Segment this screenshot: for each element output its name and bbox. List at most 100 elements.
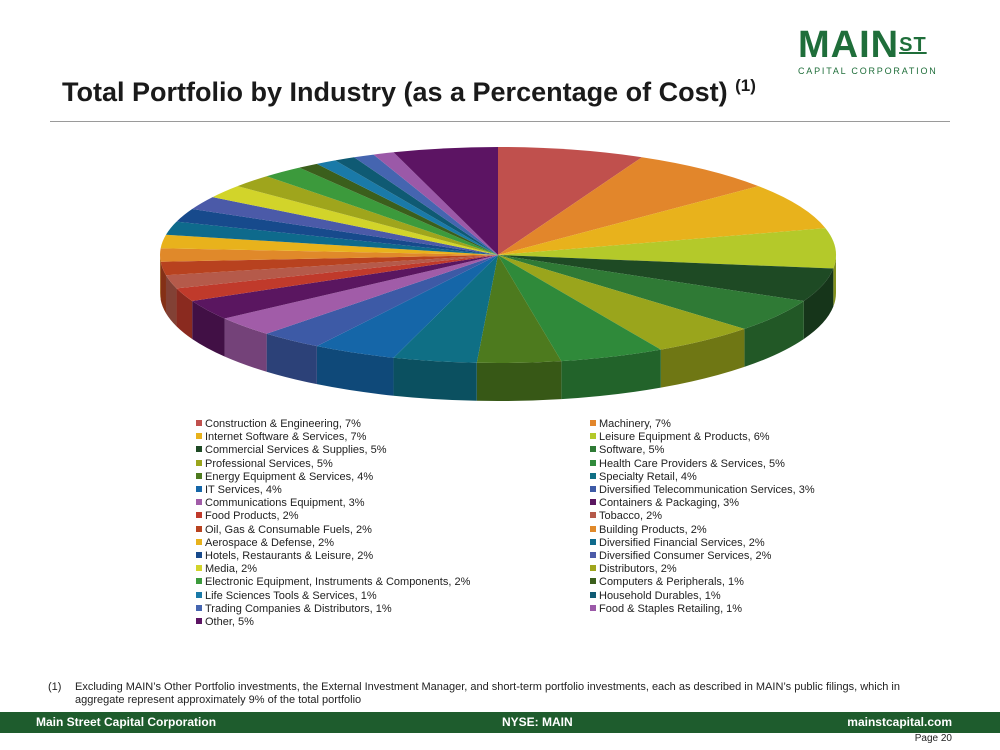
title-footnote-marker: (1) — [735, 76, 756, 95]
legend-label: Computers & Peripherals, 1% — [599, 576, 744, 589]
pie-slice-29 — [373, 152, 498, 255]
legend-item: Life Sciences Tools & Services, 1% — [196, 590, 377, 603]
legend-swatch — [196, 420, 202, 426]
pie-slice-9 — [393, 255, 498, 363]
legend-swatch — [196, 459, 202, 466]
pie-slice-side-17 — [160, 255, 161, 300]
legend-label: Life Sciences Tools & Services, 1% — [205, 589, 377, 602]
pie-slice-30 — [393, 147, 498, 255]
legend-item: Distributors, 2% — [590, 563, 677, 576]
legend-swatch — [590, 486, 596, 492]
pie-slice-side-10 — [316, 346, 394, 396]
legend-swatch — [196, 433, 202, 440]
pie-slice-20 — [176, 209, 498, 255]
legend-swatch — [590, 525, 596, 532]
legend-swatch — [590, 578, 596, 585]
legend-item: Commercial Services & Supplies, 5% — [196, 444, 387, 457]
pie-slice-side-16 — [160, 261, 166, 314]
legend-item: Tobacco, 2% — [590, 510, 662, 523]
legend-swatch — [590, 459, 596, 466]
pie-slice-2 — [498, 186, 826, 255]
legend-swatch — [590, 472, 596, 479]
footnote-number: (1) — [48, 681, 62, 693]
footer-website[interactable]: mainstcapital.com — [847, 715, 952, 729]
legend-label: Trading Companies & Distributors, 1% — [205, 602, 392, 615]
pie-slice-11 — [266, 255, 498, 347]
legend-item: Building Products, 2% — [590, 524, 707, 537]
pie-slice-26 — [316, 160, 498, 255]
pie-slice-21 — [192, 197, 498, 255]
pie-slice-side-13 — [192, 300, 225, 357]
legend-item: Containers & Packaging, 3% — [590, 497, 739, 510]
legend-item: Specialty Retail, 4% — [590, 471, 697, 484]
pie-slice-27 — [335, 157, 498, 255]
legend-swatch — [196, 604, 202, 611]
pie-slice-12 — [224, 255, 498, 334]
legend-label: Household Durables, 1% — [599, 589, 721, 602]
pie-slice-side-11 — [266, 333, 317, 385]
main-street-logo: MAINST CAPITAL CORPORATION — [798, 26, 938, 76]
legend-label: Diversified Consumer Services, 2% — [599, 550, 772, 562]
legend-item: Diversified Consumer Services, 2% — [590, 550, 771, 563]
footnote-text: Excluding MAIN’s Other Portfolio investm… — [75, 681, 900, 706]
legend-label: Distributors, 2% — [599, 563, 677, 576]
legend-label: Electronic Equipment, Instruments & Comp… — [205, 576, 471, 589]
pie-slice-19 — [165, 221, 498, 255]
legend-swatch — [196, 578, 202, 585]
legend-label: Food Products, 2% — [205, 510, 299, 523]
legend-item: Energy Equipment & Services, 4% — [196, 471, 373, 484]
pie-slice-7 — [498, 255, 661, 362]
legend-label: Oil, Gas & Consumable Fuels, 2% — [205, 523, 372, 536]
legend-swatch — [590, 499, 596, 506]
logo-subtitle: CAPITAL CORPORATION — [798, 66, 938, 76]
legend-label: Professional Services, 5% — [205, 457, 333, 470]
footer-bar: Main Street Capital Corporation NYSE: MA… — [0, 712, 1000, 733]
legend-label: Media, 2% — [205, 563, 257, 576]
industry-pie-chart — [160, 147, 836, 401]
pie-slice-17 — [160, 248, 498, 262]
pie-slice-side-5 — [744, 300, 804, 367]
legend-label: Machinery, 7% — [599, 418, 671, 430]
pie-slice-10 — [316, 255, 498, 358]
pie-slice-25 — [299, 163, 498, 255]
legend-label: Diversified Financial Services, 2% — [599, 536, 765, 549]
pie-slice-side-15 — [165, 275, 177, 327]
legend-swatch — [196, 552, 202, 558]
legend-swatch — [196, 512, 202, 519]
legend-label: Energy Equipment & Services, 4% — [205, 470, 374, 483]
legend-item: Media, 2% — [196, 563, 257, 576]
pie-slice-side-4 — [803, 268, 834, 339]
legend-swatch — [590, 552, 596, 558]
legend-swatch — [590, 538, 596, 545]
legend-swatch — [590, 446, 596, 453]
pie-slice-1 — [498, 157, 759, 255]
legend-item: Other, 5% — [196, 616, 254, 629]
legend-item: IT Services, 4% — [196, 484, 282, 497]
legend-item: Health Care Providers & Services, 5% — [590, 458, 785, 471]
title-divider — [50, 121, 950, 122]
legend-label: Internet Software & Services, 7% — [205, 431, 367, 444]
legend-label: Commercial Services & Supplies, 5% — [205, 444, 387, 457]
legend-item: Household Durables, 1% — [590, 590, 721, 603]
footnote: (1) Excluding MAIN’s Other Portfolio inv… — [48, 681, 928, 707]
legend-label: Building Products, 2% — [599, 523, 707, 536]
legend-label: Food & Staples Retailing, 1% — [599, 602, 743, 615]
pie-slice-8 — [476, 255, 562, 363]
legend-label: Aerospace & Defense, 2% — [205, 536, 335, 549]
pie-slice-5 — [498, 255, 804, 329]
legend-item: Machinery, 7% — [590, 418, 671, 431]
pie-slice-side-3 — [833, 255, 836, 307]
legend-item: Leisure Equipment & Products, 6% — [590, 431, 770, 444]
pie-slice-side-7 — [561, 349, 661, 400]
pie-slice-24 — [266, 167, 498, 255]
legend-swatch — [196, 538, 202, 545]
legend-swatch — [590, 420, 596, 426]
legend-label: Construction & Engineering, 7% — [205, 418, 361, 430]
legend-item: Diversified Telecommunication Services, … — [590, 484, 815, 497]
legend-swatch — [590, 604, 596, 611]
legend-item: Trading Companies & Distributors, 1% — [196, 603, 392, 616]
pie-slice-28 — [354, 154, 498, 255]
legend-item: Construction & Engineering, 7% — [196, 418, 361, 431]
legend-label: Diversified Telecommunication Services, … — [599, 484, 815, 496]
legend-label: Health Care Providers & Services, 5% — [599, 457, 785, 470]
